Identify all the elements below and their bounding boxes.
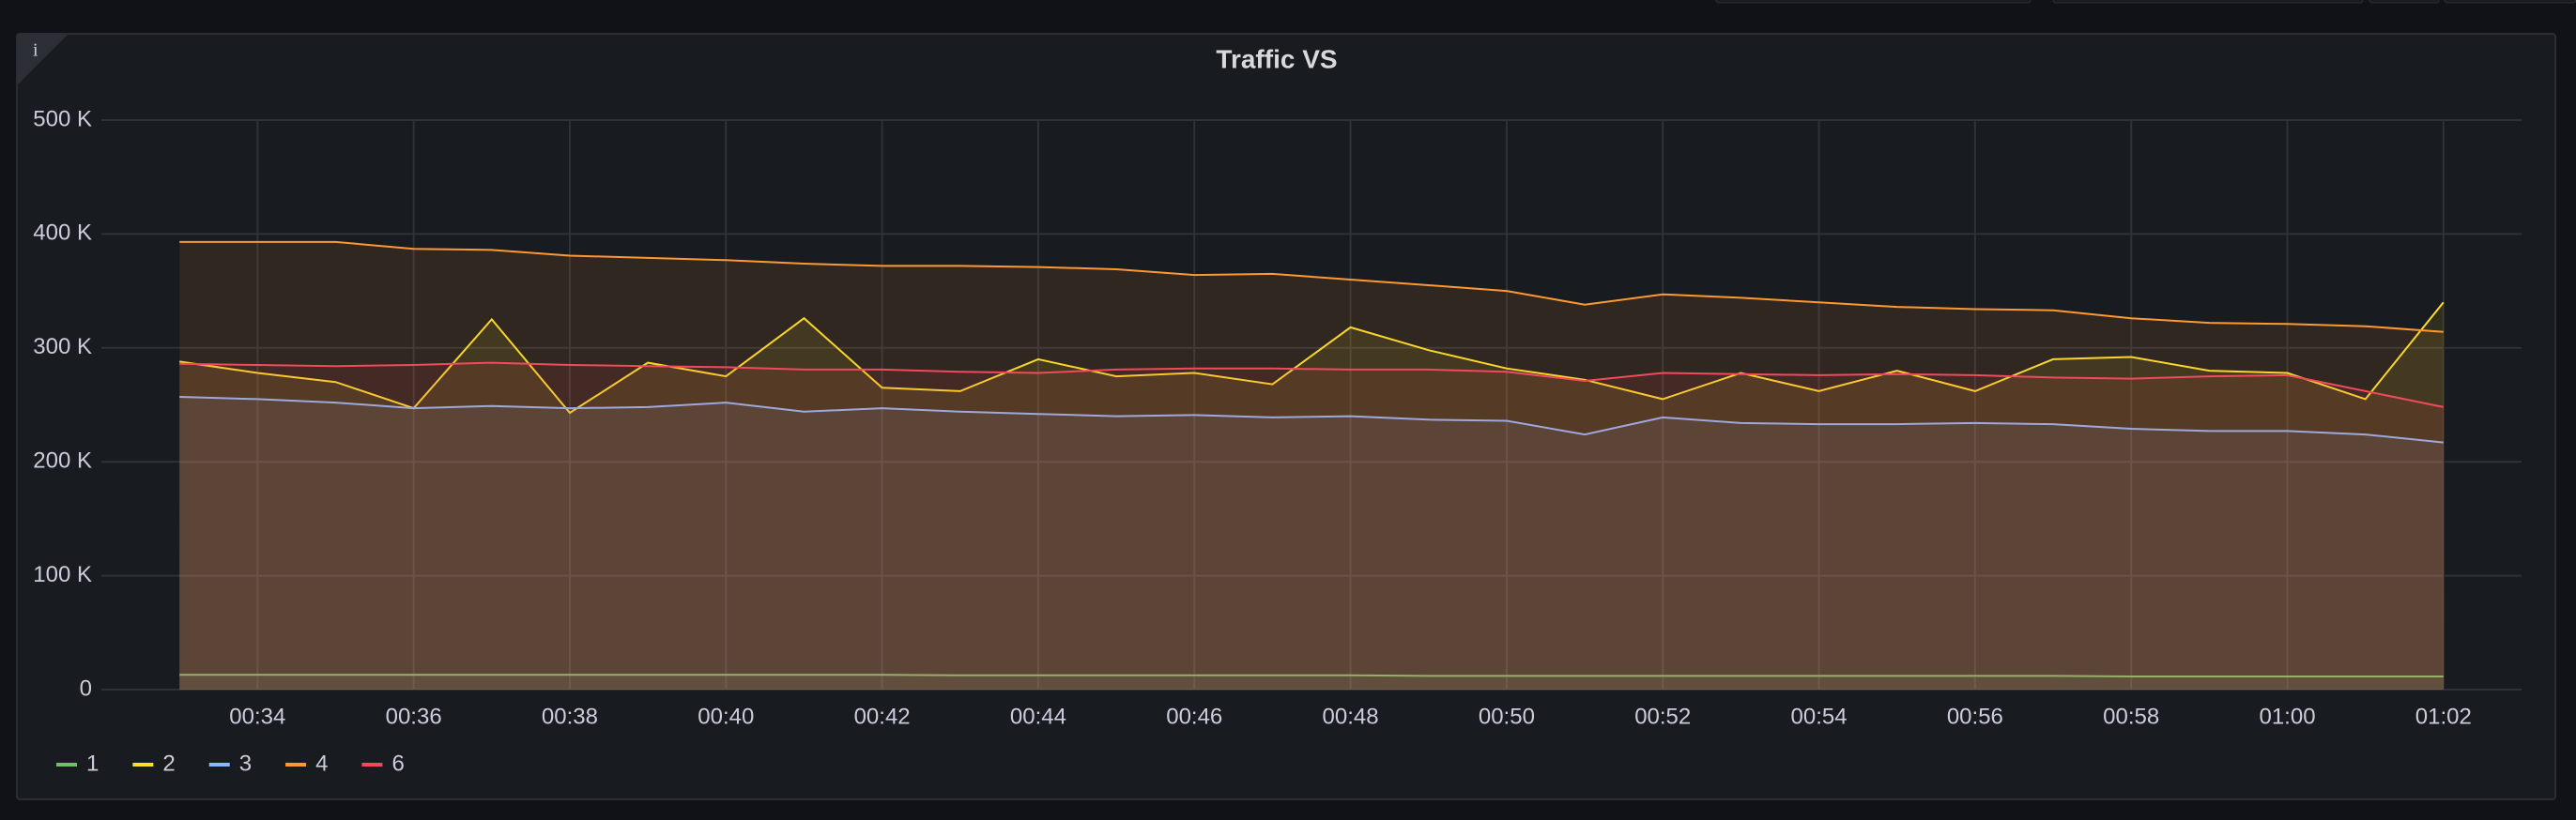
x-tick-label: 00:42 [854,704,911,729]
series-area [179,362,2444,690]
plot-area: 0 100 K 200 K 300 K 400 K 500 K 00:34 00:36 00:3… [33,106,2522,729]
x-tick-label: 01:02 [2415,704,2472,729]
x-tick-label: 00:56 [1947,704,2003,729]
toolbar-button[interactable] [2052,0,2364,4]
legend-label[interactable]: 4 [315,751,328,776]
x-tick-label: 00:38 [542,704,598,729]
x-tick-label: 00:46 [1166,704,1222,729]
x-tick-label: 00:36 [386,704,442,729]
legend-label[interactable]: 3 [239,751,252,776]
x-tick-label: 00:48 [1323,704,1379,729]
series-area [179,302,2444,690]
series-line [179,301,2445,415]
x-tick-label: 00:40 [698,704,754,729]
y-tick-label: 0 [80,676,92,701]
series-line [179,361,2445,408]
y-tick-label: 100 K [33,562,92,587]
series-area [179,397,2444,690]
x-tick-label: 00:50 [1479,704,1535,729]
toolbar-button[interactable] [1715,0,2032,4]
series-line [179,240,2444,333]
x-tick-label: 00:44 [1010,704,1066,729]
toolbar-button[interactable] [2369,0,2440,4]
series-line [179,674,2444,677]
y-tick-label: 300 K [33,334,92,359]
series-area [179,675,2444,690]
y-tick-label: 200 K [33,448,92,474]
info-icon[interactable]: i [33,40,38,61]
x-tick-label: 00:34 [229,704,285,729]
legend-label[interactable]: 2 [162,751,175,776]
series-line [179,396,2444,444]
panel-title: Traffic VS [1216,44,1337,73]
toolbar-button[interactable] [2444,0,2576,4]
y-tick-label: 500 K [33,106,92,131]
x-tick-label: 00:58 [2103,704,2159,729]
legend-label[interactable]: 1 [86,751,99,776]
y-tick-label: 400 K [33,220,92,246]
x-tick-label: 00:52 [1634,704,1691,729]
legend-label[interactable]: 6 [391,751,404,776]
info-corner[interactable] [18,35,68,84]
series-area [179,241,2444,690]
x-tick-label: 01:00 [2259,704,2315,729]
x-tick-label: 00:54 [1791,704,1848,729]
